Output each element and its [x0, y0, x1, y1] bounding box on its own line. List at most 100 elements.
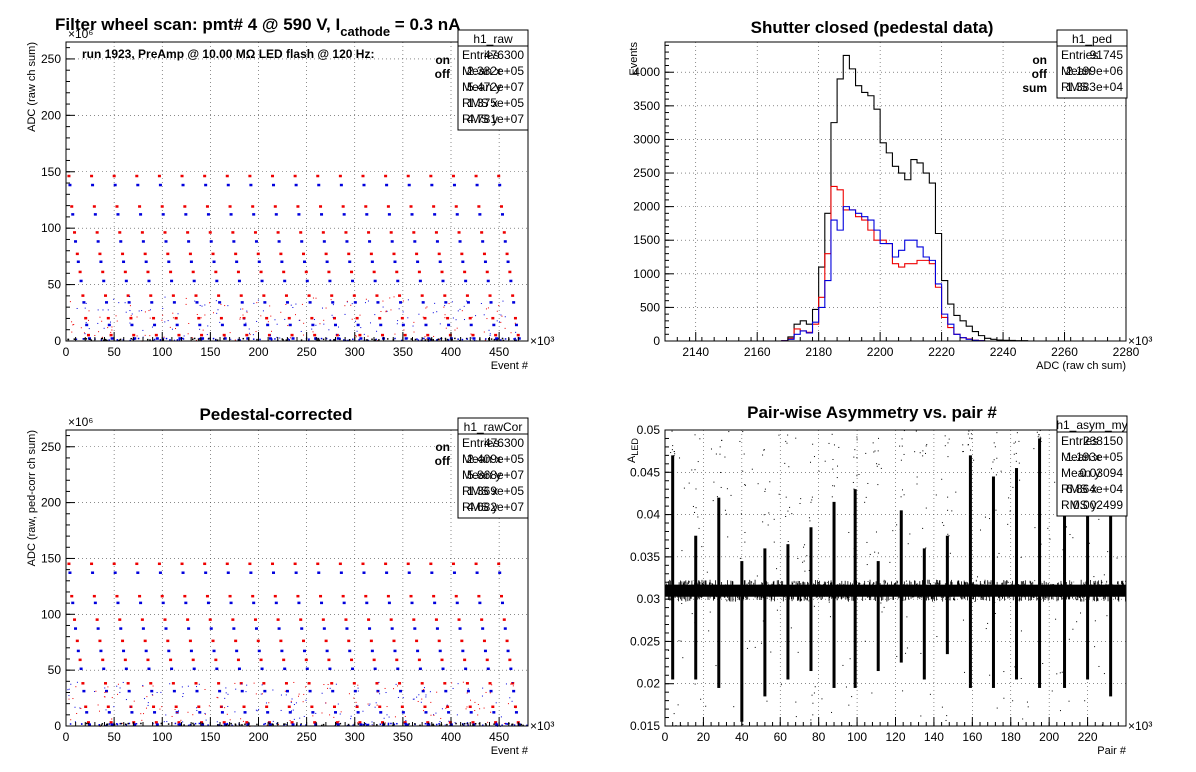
zero-band-point: [432, 723, 434, 726]
sparse-point: [332, 316, 334, 318]
zero-band-point: [237, 338, 240, 341]
outlier-point: [955, 491, 957, 493]
on-cluster: [497, 174, 501, 178]
on-cluster: [217, 682, 221, 685]
stats-label: Mean x: [1061, 450, 1100, 464]
sparse-point: [444, 305, 446, 307]
zero-band-point: [488, 337, 490, 340]
outlier-point: [810, 719, 812, 721]
sparse-point: [106, 691, 108, 693]
on-cluster: [463, 658, 467, 662]
outlier-point: [730, 494, 732, 496]
zero-band-point: [461, 723, 464, 726]
outlier-point: [873, 451, 875, 453]
zero-band-point: [454, 337, 456, 340]
off-cluster: [387, 601, 391, 605]
on-cluster: [344, 231, 348, 234]
on-cluster: [282, 270, 286, 274]
sparse-point: [103, 327, 105, 329]
outlier-point: [1000, 470, 1002, 472]
off-cluster: [399, 689, 403, 693]
spike-outlier: [947, 533, 949, 535]
zero-band-point: [430, 338, 432, 340]
outlier-point: [1027, 706, 1029, 708]
sparse-point: [471, 337, 473, 339]
off-cluster: [404, 723, 408, 726]
sparse-point: [496, 310, 498, 312]
spike-outlier: [968, 430, 970, 432]
zero-band-point: [371, 338, 373, 341]
sparse-point: [459, 308, 461, 310]
off-cluster: [464, 279, 468, 283]
off-cluster: [170, 667, 174, 671]
sparse-point: [225, 692, 227, 694]
spike-outlier: [673, 451, 675, 453]
outlier-point: [866, 564, 868, 566]
x-tick-label: 40: [735, 730, 749, 744]
on-cluster: [457, 618, 461, 621]
sparse-point: [384, 722, 386, 724]
off-cluster: [376, 689, 380, 693]
on-cluster: [332, 316, 336, 320]
sparse-point: [187, 711, 189, 713]
off-cluster: [418, 279, 422, 283]
zero-band-point: [478, 722, 481, 725]
zero-band-point: [435, 723, 438, 726]
on-cluster: [480, 618, 484, 621]
on-cluster: [369, 252, 373, 256]
sparse-point: [445, 707, 447, 709]
off-cluster: [68, 571, 72, 574]
y-tick-label: 250: [41, 440, 61, 454]
outlier-point: [691, 469, 693, 471]
zero-band-point: [187, 724, 190, 727]
sparse-point: [246, 311, 248, 313]
on-cluster: [299, 231, 303, 234]
on-cluster: [95, 618, 99, 621]
sparse-point: [129, 322, 131, 324]
on-cluster: [403, 333, 407, 337]
off-cluster: [373, 667, 377, 671]
off-cluster: [393, 260, 397, 264]
outlier-point: [686, 590, 688, 592]
on-cluster: [293, 562, 297, 566]
on-cluster: [307, 682, 311, 685]
sparse-point: [149, 335, 151, 337]
stats-value: 91745: [1090, 48, 1124, 62]
x-tick-label: 100: [152, 730, 172, 744]
sparse-point: [270, 315, 272, 317]
stats-label: Mean y: [462, 80, 501, 94]
sparse-point: [111, 718, 113, 720]
off-cluster: [277, 240, 281, 243]
outlier-point: [804, 544, 806, 546]
on-cluster: [284, 682, 288, 685]
off-cluster: [390, 240, 394, 243]
sparse-point: [196, 686, 198, 688]
zero-band-point: [437, 338, 440, 340]
outlier-point: [778, 493, 780, 495]
zero-band-point: [394, 337, 396, 340]
off-cluster: [209, 627, 213, 630]
on-cluster: [304, 270, 308, 274]
on-cluster: [239, 294, 243, 297]
outlier-point: [831, 711, 833, 713]
sparse-point: [315, 297, 317, 299]
sparse-point: [177, 712, 179, 714]
off-cluster: [141, 240, 145, 243]
off-cluster: [116, 213, 120, 216]
spike-outlier: [1016, 432, 1018, 434]
on-cluster: [90, 174, 94, 178]
on-cluster: [86, 721, 90, 724]
zero-band-point: [352, 338, 354, 341]
sparse-point: [161, 706, 163, 708]
sparse-point: [489, 334, 491, 336]
sparse-point: [487, 307, 489, 309]
sparse-point: [504, 316, 506, 318]
spike-outlier: [1013, 442, 1015, 444]
off-cluster: [263, 301, 267, 304]
on-cluster: [389, 618, 393, 621]
legend-off: off: [435, 67, 451, 81]
off-cluster: [447, 323, 451, 327]
zero-band-point: [223, 338, 225, 340]
outlier-point: [705, 705, 707, 707]
on-cluster: [389, 231, 393, 234]
